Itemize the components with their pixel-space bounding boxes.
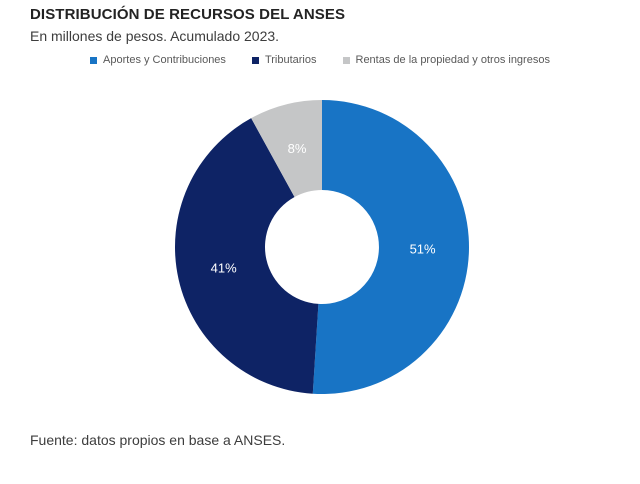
chart-subtitle: En millones de pesos. Acumulado 2023. [30, 28, 280, 44]
donut-slice-2 [251, 100, 322, 198]
legend-label: Aportes y Contribuciones [103, 54, 226, 66]
legend-swatch-square-icon [251, 56, 259, 64]
donut-slice-1 [174, 118, 319, 394]
slice-label-2: 8% [288, 141, 307, 156]
legend-label: Rentas de la propiedad y otros ingresos [355, 54, 550, 66]
donut-slice-0 [312, 100, 469, 394]
source-note: Fuente: datos propios en base a ANSES. [30, 432, 286, 448]
legend-item-rentas: Rentas de la propiedad y otros ingresos [342, 54, 550, 66]
legend-swatch-square-icon [342, 56, 350, 64]
legend-item-tributarios: Tributarios [251, 54, 317, 66]
legend-item-aportes: Aportes y Contribuciones [90, 54, 226, 66]
legend-swatch-square-icon [90, 56, 98, 64]
slice-label-0: 51% [410, 242, 436, 257]
slice-label-1: 41% [211, 260, 237, 275]
chart-legend: Aportes y Contribuciones Tributarios Ren… [0, 54, 640, 66]
legend-label: Tributarios [264, 54, 317, 66]
chart-title: DISTRIBUCIÓN DE RECURSOS DEL ANSES [30, 6, 346, 23]
